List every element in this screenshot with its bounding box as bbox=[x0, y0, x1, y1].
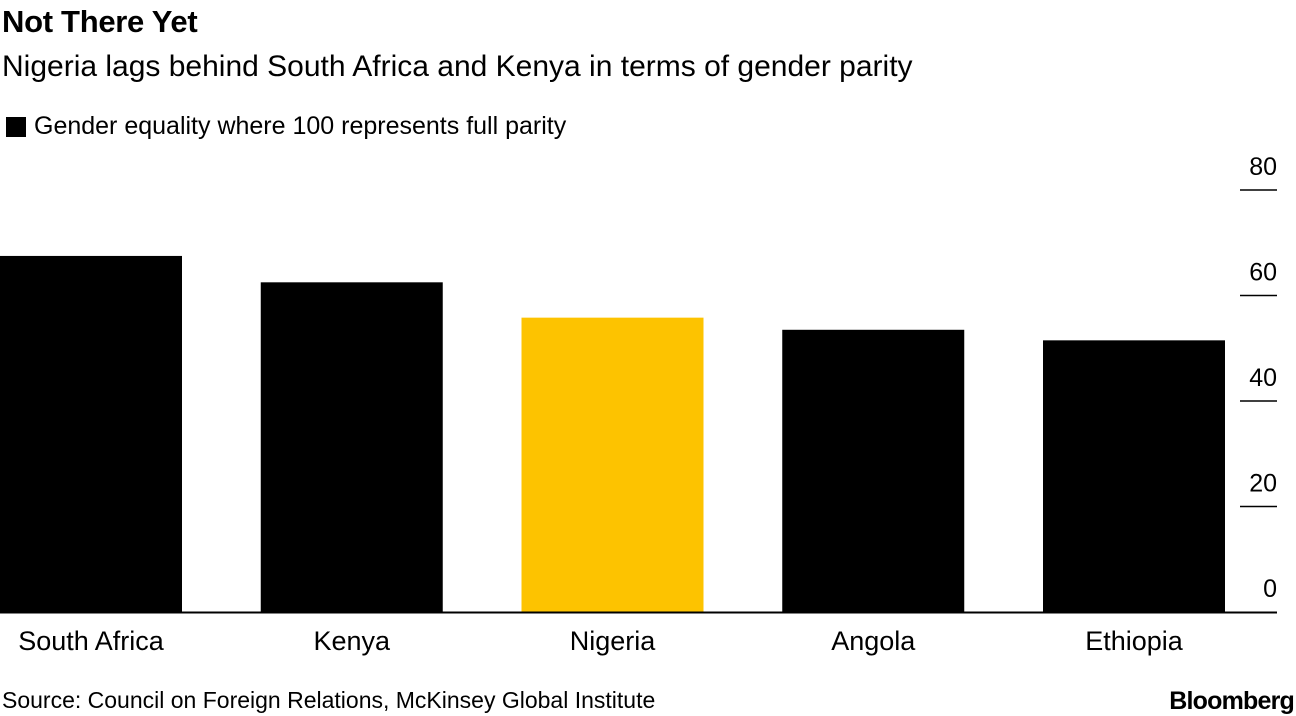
y-tick-label: 60 bbox=[1249, 259, 1277, 287]
legend-label: Gender equality where 100 represents ful… bbox=[34, 112, 567, 140]
x-tick-label: Ethiopia bbox=[1085, 626, 1184, 656]
y-tick-label: 0 bbox=[1263, 575, 1277, 603]
y-tick-label: 80 bbox=[1249, 153, 1277, 181]
x-tick-label: Kenya bbox=[313, 626, 391, 656]
bar-south-africa bbox=[0, 255, 182, 612]
bar-nigeria bbox=[521, 317, 704, 612]
bar-angola bbox=[782, 329, 965, 612]
legend: Gender equality where 100 represents ful… bbox=[6, 112, 566, 141]
source-note: Source: Council on Foreign Relations, Mc… bbox=[2, 687, 656, 713]
chart-title: Not There Yet bbox=[2, 4, 198, 39]
x-tick-label: Nigeria bbox=[570, 626, 657, 656]
bar-ethiopia bbox=[1043, 340, 1225, 612]
x-tick-label: South Africa bbox=[18, 626, 165, 656]
y-tick-label: 40 bbox=[1249, 364, 1277, 392]
bar-kenya bbox=[260, 282, 443, 612]
legend-swatch bbox=[6, 116, 26, 137]
bloomberg-logo: Bloomberg bbox=[1169, 687, 1295, 715]
chart-subtitle: Nigeria lags behind South Africa and Ken… bbox=[2, 50, 913, 83]
x-tick-label: Angola bbox=[831, 626, 916, 656]
y-tick-label: 20 bbox=[1249, 470, 1277, 498]
